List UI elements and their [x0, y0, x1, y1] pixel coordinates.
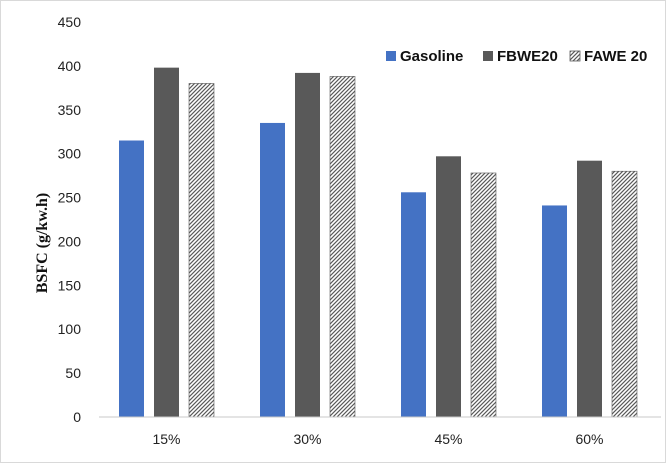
legend-label-fawe20: FAWE 20 [584, 48, 647, 65]
y-tick-label: 150 [58, 277, 82, 293]
y-tick-label: 400 [58, 58, 82, 74]
bar-gasoline-30pct [260, 122, 285, 417]
x-tick-label: 45% [434, 431, 462, 447]
bar-gasoline-45pct [401, 192, 426, 417]
bar-fawe20-30pct [329, 76, 356, 418]
y-tick-label: 50 [65, 365, 81, 381]
bar-fawe20-60pct [611, 170, 638, 418]
legend-swatch-gasoline [386, 51, 396, 61]
y-tick-label: 100 [58, 321, 82, 337]
legend-swatch-fbwe20 [483, 51, 493, 61]
legend-swatch-fawe20 [569, 50, 581, 62]
y-tick-label: 0 [73, 409, 81, 425]
bar-fbwe20-30pct [295, 72, 320, 418]
bars [119, 67, 638, 418]
legend-label-gasoline: Gasoline [400, 48, 463, 65]
y-tick-label: 350 [58, 102, 82, 118]
legend-label-fbwe20: FBWE20 [497, 48, 558, 65]
y-tick-label: 300 [58, 146, 82, 162]
y-axis-ticks: 0 50 100 150 200 250 300 350 400 450 [58, 14, 82, 425]
y-axis-label: BSFC (g/kw.h) [34, 193, 51, 293]
x-axis-ticks: 15% 30% 45% 60% [152, 431, 603, 447]
bar-fbwe20-15pct [154, 67, 179, 418]
bar-gasoline-15pct [119, 140, 144, 417]
x-tick-label: 15% [152, 431, 180, 447]
bar-fawe20-15pct [188, 83, 215, 418]
bar-gasoline-60pct [542, 205, 567, 417]
bar-fbwe20-45pct [436, 156, 461, 418]
legend: Gasoline FBWE20 FAWE 20 [386, 48, 647, 65]
x-tick-label: 30% [293, 431, 321, 447]
y-tick-label: 450 [58, 14, 82, 30]
y-tick-label: 200 [58, 233, 82, 249]
bar-fawe20-45pct [470, 172, 497, 418]
x-tick-label: 60% [575, 431, 603, 447]
y-tick-label: 250 [58, 190, 82, 206]
bar-fbwe20-60pct [577, 160, 602, 417]
